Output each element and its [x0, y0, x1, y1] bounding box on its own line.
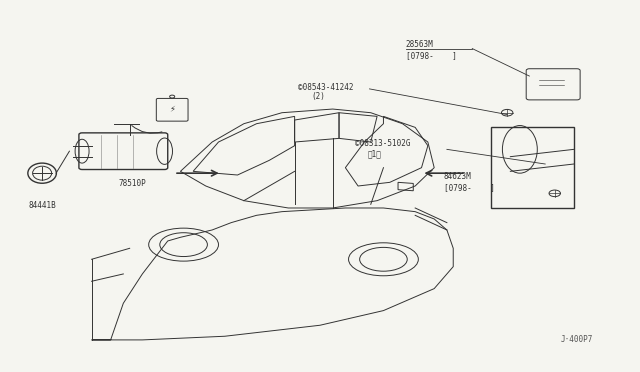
Text: ©08543-41242: ©08543-41242	[298, 83, 353, 92]
Text: ⚡: ⚡	[169, 105, 175, 113]
Text: [0798-    ]: [0798- ]	[406, 51, 456, 60]
Text: ©08313-5102G: ©08313-5102G	[355, 140, 410, 148]
Text: [0798-    ]: [0798- ]	[444, 183, 495, 192]
Text: J·400P7: J·400P7	[561, 334, 593, 344]
Text: (2): (2)	[312, 92, 326, 101]
Text: 84441B: 84441B	[28, 201, 56, 210]
Text: 28563M: 28563M	[406, 41, 433, 49]
Text: （1）: （1）	[367, 149, 381, 158]
Text: 84623M: 84623M	[444, 172, 472, 181]
Text: 78510P: 78510P	[119, 179, 147, 187]
